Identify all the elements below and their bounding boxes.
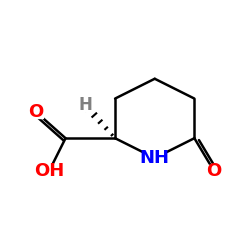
Text: H: H	[78, 96, 92, 114]
Bar	[39, 164, 59, 178]
Bar	[29, 106, 43, 118]
Text: O: O	[28, 103, 44, 121]
Text: NH: NH	[140, 149, 170, 167]
Bar	[79, 100, 92, 111]
Bar	[144, 151, 166, 165]
Bar	[207, 165, 221, 177]
Text: OH: OH	[34, 162, 64, 180]
Text: O: O	[206, 162, 222, 180]
